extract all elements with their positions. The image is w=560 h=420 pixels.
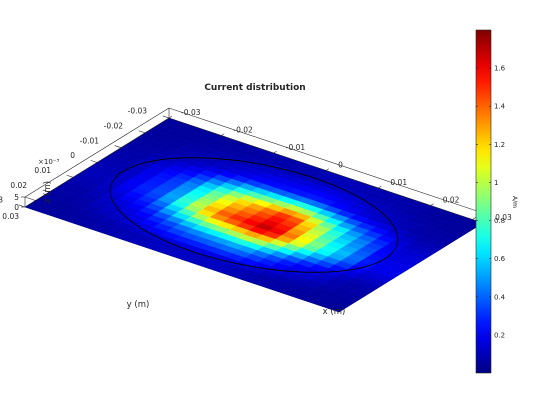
- y-tick-label: 0.01: [34, 166, 51, 175]
- x-tick-label: -0.02: [233, 125, 253, 134]
- x-tick: [378, 185, 382, 189]
- x-tick-label: 0: [338, 160, 343, 169]
- colorbar-tick-label: 0.6: [494, 255, 506, 263]
- x-tick: [168, 115, 173, 119]
- y-tick: [66, 174, 74, 178]
- y-tick-label: -0.03: [128, 107, 148, 116]
- x-tick: [430, 203, 434, 206]
- circle-outline: [109, 157, 399, 273]
- z-exponent-label: ×10⁻³: [38, 158, 59, 166]
- x-tick: [325, 168, 330, 171]
- colorbar-tick-label: 1.2: [494, 141, 505, 149]
- colorbar-label: A/m: [511, 196, 518, 208]
- chart-title: Current distribution: [204, 83, 305, 93]
- colorbar-tick-label: 0.2: [494, 331, 505, 339]
- y-tick-label: -0.02: [104, 121, 124, 130]
- colorbar: 0.2 0.4 0.6 0.8 1 1.2 1.4 1.6: [475, 29, 506, 374]
- reference-circle: [109, 157, 399, 273]
- x-tick-label: -0.03: [181, 108, 201, 117]
- x-tick-label: 0.01: [390, 178, 407, 187]
- z-axis-label: z (m): [43, 181, 53, 203]
- colorbar-tick-label: 0.4: [494, 293, 506, 301]
- colorbar-tick-label: 1.4: [494, 103, 506, 111]
- x-tick-label: 0.02: [443, 195, 460, 204]
- x-tick: [273, 150, 277, 154]
- x-tick-label: -0.01: [286, 143, 306, 152]
- colorbar-tick-label: 1.6: [494, 65, 506, 73]
- heatmap-surface: [24, 117, 484, 313]
- y-tick-label: -0.01: [80, 136, 100, 145]
- y-tick-label: 0: [70, 151, 75, 160]
- axes-edge-front: [168, 107, 484, 214]
- y-tick: [42, 189, 50, 193]
- y-tick: [18, 204, 26, 208]
- axis-ticks: -0.03 -0.02 -0.01 0 0.01 0.02 0.03 -0.03 -0.02 -0…: [0, 107, 512, 224]
- y-tick: [138, 130, 146, 134]
- x-tick-label: 0.03: [495, 213, 512, 222]
- colorbar-tick-label: 1: [494, 179, 498, 187]
- x-axis-label: x (m): [323, 307, 346, 317]
- y-axis-label: y (m): [127, 300, 150, 310]
- z-tick-label: 0: [14, 203, 19, 212]
- y-tick: [162, 115, 170, 119]
- z-tick-label: 5: [14, 193, 19, 202]
- colorbar-gradient: [475, 29, 492, 374]
- y-tick: [114, 145, 122, 148]
- colorbar-tick-label: 0.8: [494, 217, 505, 225]
- axes-edge-front: [24, 107, 170, 198]
- y-tick: [90, 160, 98, 163]
- y-tick-label: 0.03: [0, 196, 3, 205]
- y-tick-label-top: 0.03: [2, 212, 19, 221]
- y-tick-label: 0.02: [10, 181, 27, 190]
- x-tick: [221, 133, 225, 136]
- heatmap-cell: [325, 303, 346, 313]
